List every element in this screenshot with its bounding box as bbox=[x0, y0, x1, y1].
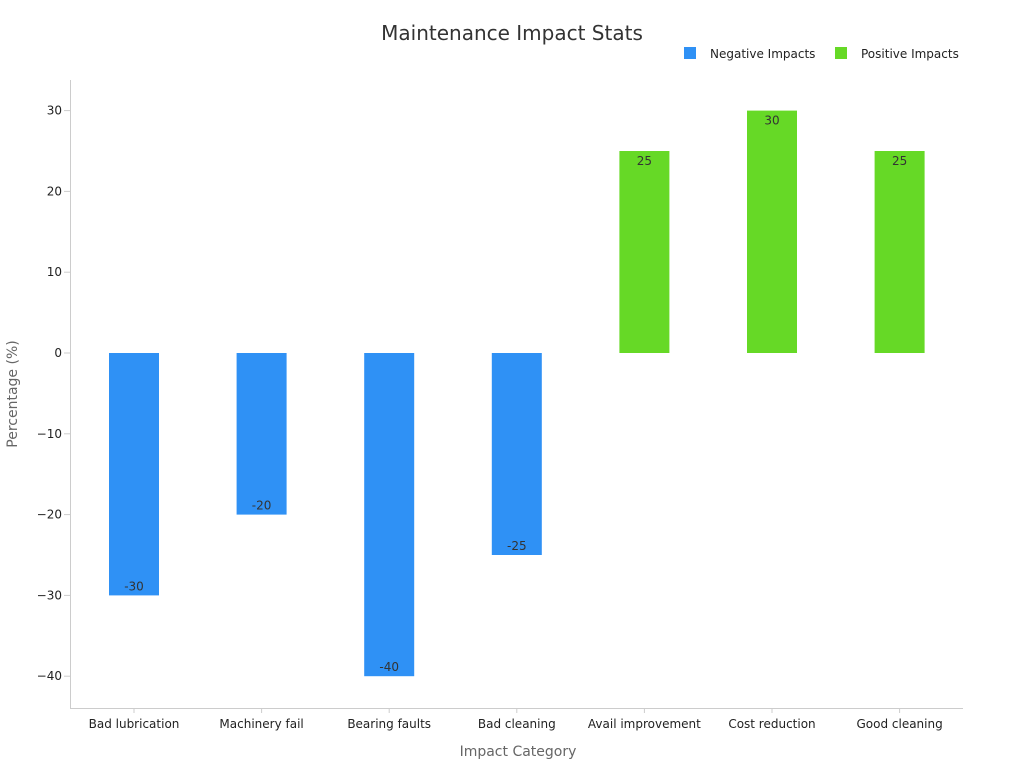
legend: Negative Impacts Positive Impacts bbox=[684, 47, 959, 61]
x-axis-ticks: Bad lubrication Machinery fail Bearing fau… bbox=[89, 708, 943, 731]
x-tick-label: Bad lubrication bbox=[89, 717, 180, 731]
legend-swatch-negative bbox=[684, 47, 696, 59]
bar-value-label: 25 bbox=[892, 154, 907, 168]
chart-title: Maintenance Impact Stats bbox=[381, 21, 643, 45]
y-tick-label: 10 bbox=[47, 265, 62, 279]
legend-swatch-positive bbox=[835, 47, 847, 59]
bar-value-label: -20 bbox=[252, 499, 272, 513]
bar-negative[interactable] bbox=[364, 353, 415, 677]
bars: -30 -20 -40 -25 25 30 25 bbox=[109, 110, 925, 677]
bar-positive[interactable] bbox=[619, 151, 670, 353]
bar-value-label: -40 bbox=[379, 660, 399, 674]
y-axis-ticks: −40 −30 −20 −10 0 10 20 30 bbox=[37, 104, 70, 683]
bar-value-label: -30 bbox=[124, 579, 144, 593]
y-tick-label: 20 bbox=[47, 184, 62, 198]
x-tick-label: Bearing faults bbox=[347, 717, 431, 731]
y-tick-label: −40 bbox=[37, 669, 62, 683]
y-axis-title: Percentage (%) bbox=[5, 340, 21, 447]
x-tick-label: Avail improvement bbox=[588, 717, 701, 731]
bar-positive[interactable] bbox=[874, 151, 925, 353]
x-tick-label: Good cleaning bbox=[856, 717, 942, 731]
x-axis-title: Impact Category bbox=[460, 744, 577, 760]
bar-negative[interactable] bbox=[236, 353, 287, 515]
y-tick-label: 0 bbox=[54, 346, 62, 360]
x-tick-label: Machinery fail bbox=[219, 717, 303, 731]
y-tick-label: 30 bbox=[47, 104, 62, 118]
bar-negative[interactable] bbox=[491, 353, 542, 555]
legend-label-negative: Negative Impacts bbox=[710, 47, 815, 61]
x-tick-label: Bad cleaning bbox=[478, 717, 556, 731]
y-tick-label: −20 bbox=[37, 508, 62, 522]
bar-negative[interactable] bbox=[109, 353, 159, 596]
y-tick-label: −30 bbox=[37, 588, 62, 602]
legend-label-positive: Positive Impacts bbox=[861, 47, 959, 61]
x-tick-label: Cost reduction bbox=[728, 717, 815, 731]
bar-value-label: 30 bbox=[764, 114, 779, 128]
bar-value-label: -25 bbox=[507, 539, 527, 553]
bar-positive[interactable] bbox=[747, 110, 797, 353]
y-tick-label: −10 bbox=[37, 427, 62, 441]
bar-value-label: 25 bbox=[637, 154, 652, 168]
